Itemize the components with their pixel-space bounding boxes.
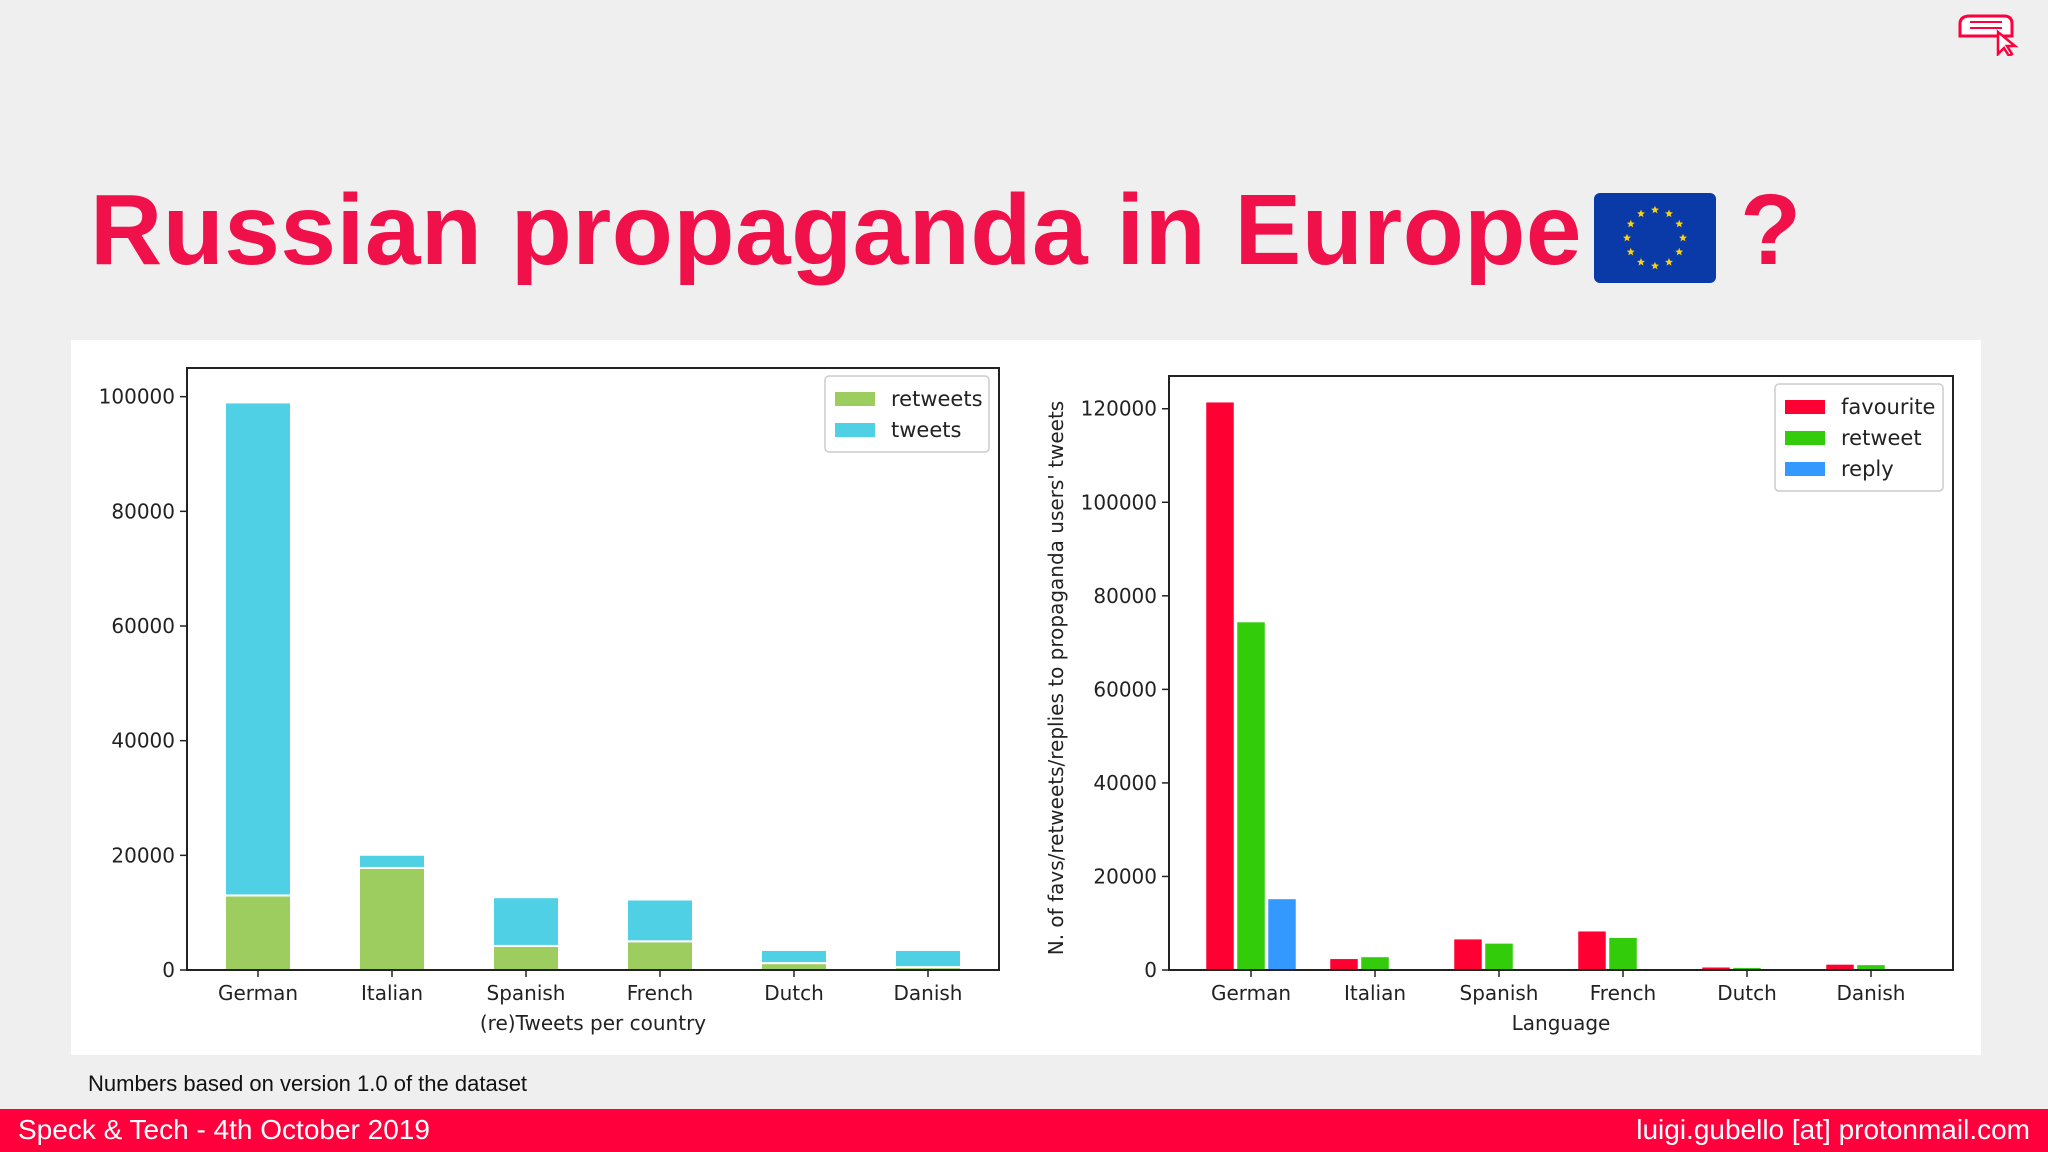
bar-favourite	[1452, 937, 1484, 971]
x-tick-label: Danish	[894, 981, 963, 1005]
x-tick-label: French	[627, 981, 693, 1005]
dataset-note: Numbers based on version 1.0 of the data…	[88, 1071, 528, 1096]
bar-tweets	[358, 853, 426, 869]
y-tick-label: 100000	[99, 385, 175, 409]
bar-retweets	[626, 940, 694, 971]
page-title: Russian propaganda in Europe ?	[90, 170, 1802, 290]
flag-star	[1650, 205, 1659, 213]
legend-swatch-favourite	[1785, 400, 1825, 414]
x-tick-label: Danish	[1837, 981, 1906, 1005]
x-tick-label: German	[218, 981, 298, 1005]
x-tick-label: German	[1211, 981, 1291, 1005]
charts-panel: 0 20000 40000 60000 80000 100000 German Italian…	[71, 340, 1981, 1055]
footer-bar: Speck & Tech - 4th October 2019 luigi.gu…	[0, 1109, 2048, 1152]
bar-favourite	[1576, 929, 1608, 971]
bread-cursor-logo-icon	[1958, 14, 2019, 56]
x-tick-label: Dutch	[1717, 981, 1777, 1005]
bar-tweets	[224, 401, 292, 897]
bar-favourite	[1328, 957, 1360, 971]
flag-star	[1675, 247, 1684, 255]
legend-label: tweets	[891, 418, 961, 442]
y-tick-label: 120000	[1081, 397, 1157, 421]
x-tick-label: Italian	[1344, 981, 1406, 1005]
flag-star	[1622, 233, 1631, 241]
legend-label: favourite	[1841, 395, 1935, 419]
y-axis-label: N. of favs/retweets/replies to propagand…	[1044, 401, 1068, 955]
y-tick-label: 0	[162, 958, 175, 982]
y-tick-label: 40000	[111, 729, 175, 753]
x-axis-label: (re)Tweets per country	[480, 1011, 706, 1035]
footer-contact: luigi.gubello [at] protonmail.com	[1636, 1114, 2030, 1145]
eu-flag-icon	[1593, 192, 1716, 283]
y-tick-label: 0	[1144, 958, 1157, 982]
legend-swatch-retweet	[1785, 431, 1825, 445]
y-tick-label: 20000	[111, 843, 175, 867]
y-tick-label: 40000	[1093, 771, 1157, 795]
bar-retweets	[224, 894, 292, 972]
y-tick-label: 80000	[1093, 584, 1157, 608]
x-tick-label: Dutch	[764, 981, 824, 1005]
charts-svg: 0 20000 40000 60000 80000 100000 German Italian…	[99, 367, 1954, 1035]
legend-swatch-retweets	[835, 392, 875, 406]
x-tick-label: Spanish	[1460, 981, 1539, 1005]
bar-retweet	[1359, 955, 1391, 971]
title-question-mark: ?	[1739, 174, 1802, 286]
legend-swatch-tweets	[835, 423, 875, 437]
flag-star	[1626, 219, 1635, 227]
plot-frame	[1168, 375, 1954, 971]
bar-retweet	[1607, 936, 1639, 971]
bar-retweets	[492, 944, 560, 971]
bar-reply	[1266, 897, 1298, 971]
bar-retweet	[1483, 942, 1515, 971]
y-tick-label: 60000	[111, 614, 175, 638]
legend-label: retweets	[891, 387, 983, 411]
plot-frame	[186, 367, 1000, 971]
title-text: Russian propaganda in Europe	[90, 174, 1582, 286]
bar-retweet	[1235, 620, 1267, 971]
y-tick-label: 100000	[1081, 490, 1157, 514]
bar-retweets	[760, 962, 828, 971]
x-axis-label: Language	[1512, 1011, 1611, 1035]
flag-star	[1664, 257, 1673, 266]
footer-event: Speck & Tech - 4th October 2019	[18, 1114, 430, 1145]
x-tick-label: French	[1590, 981, 1656, 1005]
bar-tweets	[626, 898, 694, 943]
flag-star	[1678, 233, 1687, 241]
flag-star	[1636, 209, 1645, 217]
x-tick-label: Italian	[361, 981, 423, 1005]
flag-star	[1664, 209, 1673, 217]
legend-label: retweet	[1841, 426, 1922, 450]
bar-favourite	[1204, 400, 1236, 971]
flag-star	[1636, 257, 1645, 266]
y-tick-label: 60000	[1093, 677, 1157, 701]
bar-tweets	[492, 896, 560, 947]
flag-star	[1675, 219, 1684, 227]
bar-tweets	[894, 948, 962, 969]
y-tick-label: 20000	[1093, 864, 1157, 888]
legend-label: reply	[1841, 457, 1894, 481]
legend-swatch-reply	[1785, 462, 1825, 476]
x-tick-label: Spanish	[487, 981, 566, 1005]
bar-tweets	[760, 948, 828, 965]
flag-star	[1650, 261, 1659, 269]
bar-retweets	[358, 866, 426, 971]
flag-star	[1626, 247, 1635, 255]
y-tick-label: 80000	[111, 499, 175, 523]
